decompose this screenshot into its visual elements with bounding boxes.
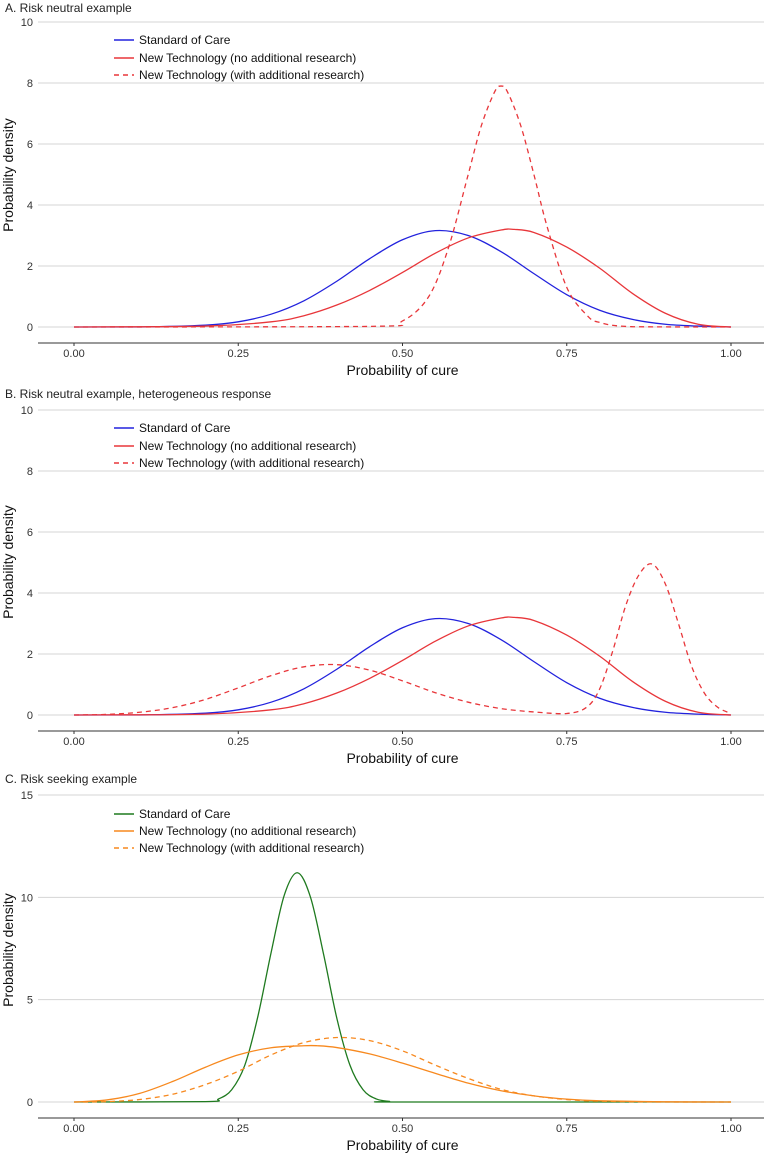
x-tick-label: 0.50 (392, 1123, 413, 1135)
x-axis-title: Probability of cure (346, 1137, 458, 1153)
y-axis-title: Probability density (0, 893, 16, 1007)
series-line-1 (73, 872, 731, 1103)
y-tick-label: 4 (27, 200, 33, 212)
x-tick-label: 0.25 (228, 736, 249, 748)
x-tick-label: 1.00 (720, 1123, 741, 1135)
x-tick-label: 1.00 (720, 348, 741, 360)
x-tick-label: 0.75 (556, 736, 577, 748)
legend-label: New Technology (with additional research… (139, 68, 364, 82)
chart-panel-2: B. Risk neutral example, heterogeneous r… (0, 387, 764, 766)
series-line-3 (73, 85, 732, 328)
series-line-2 (73, 616, 732, 716)
series-line-1 (74, 229, 732, 328)
legend-label: Standard of Care (139, 33, 231, 47)
y-axis-title: Probability density (0, 118, 16, 232)
x-axis-title: Probability of cure (346, 362, 458, 378)
series-line-2 (73, 228, 732, 328)
x-tick-label: 0.00 (63, 736, 84, 748)
y-tick-label: 0 (27, 710, 33, 722)
y-tick-label: 6 (27, 139, 33, 151)
legend-label: New Technology (no additional research) (139, 824, 356, 838)
y-tick-label: 5 (27, 995, 33, 1007)
x-tick-label: 0.00 (63, 1123, 84, 1135)
series-line-2 (73, 1044, 732, 1103)
x-axis-title: Probability of cure (346, 750, 458, 766)
y-tick-label: 6 (27, 527, 33, 539)
panel-title: B. Risk neutral example, heterogeneous r… (5, 387, 271, 401)
chart-panel-3: C. Risk seeking example 0 5 10 15 0.00 0.25 0.5… (0, 772, 764, 1153)
x-tick-label: 0.75 (556, 348, 577, 360)
legend-label: Standard of Care (139, 807, 231, 821)
y-tick-label: 10 (21, 892, 33, 904)
y-tick-label: 8 (27, 78, 33, 90)
y-axis-title: Probability density (0, 505, 16, 619)
panel-title: C. Risk seeking example (5, 772, 137, 786)
y-tick-label: 8 (27, 466, 33, 478)
legend-label: Standard of Care (139, 421, 231, 435)
legend-label: New Technology (no additional research) (139, 439, 356, 453)
x-tick-label: 0.50 (392, 348, 413, 360)
x-tick-label: 0.75 (556, 1123, 577, 1135)
y-tick-label: 4 (27, 588, 33, 600)
y-tick-label: 2 (27, 261, 33, 273)
series-line-3 (73, 563, 732, 716)
x-tick-label: 0.25 (228, 1123, 249, 1135)
x-tick-label: 0.50 (392, 736, 413, 748)
y-tick-label: 0 (27, 1097, 33, 1109)
series-line-3 (73, 1036, 731, 1103)
chart-panel-1: A. Risk neutral example 0 2 4 6 8 10 0.00 0.25 0.… (0, 1, 764, 378)
x-tick-label: 1.00 (720, 736, 741, 748)
panel-title: A. Risk neutral example (5, 1, 132, 15)
y-tick-label: 10 (21, 405, 33, 417)
y-tick-label: 10 (21, 17, 33, 29)
series-line-1 (74, 617, 732, 716)
legend-label: New Technology (with additional research… (139, 456, 364, 470)
y-tick-label: 15 (21, 790, 33, 802)
x-tick-label: 0.00 (63, 348, 84, 360)
legend-label: New Technology (no additional research) (139, 51, 356, 65)
y-tick-label: 2 (27, 649, 33, 661)
y-tick-label: 0 (27, 322, 33, 334)
legend-label: New Technology (with additional research… (139, 841, 364, 855)
x-tick-label: 0.25 (228, 348, 249, 360)
